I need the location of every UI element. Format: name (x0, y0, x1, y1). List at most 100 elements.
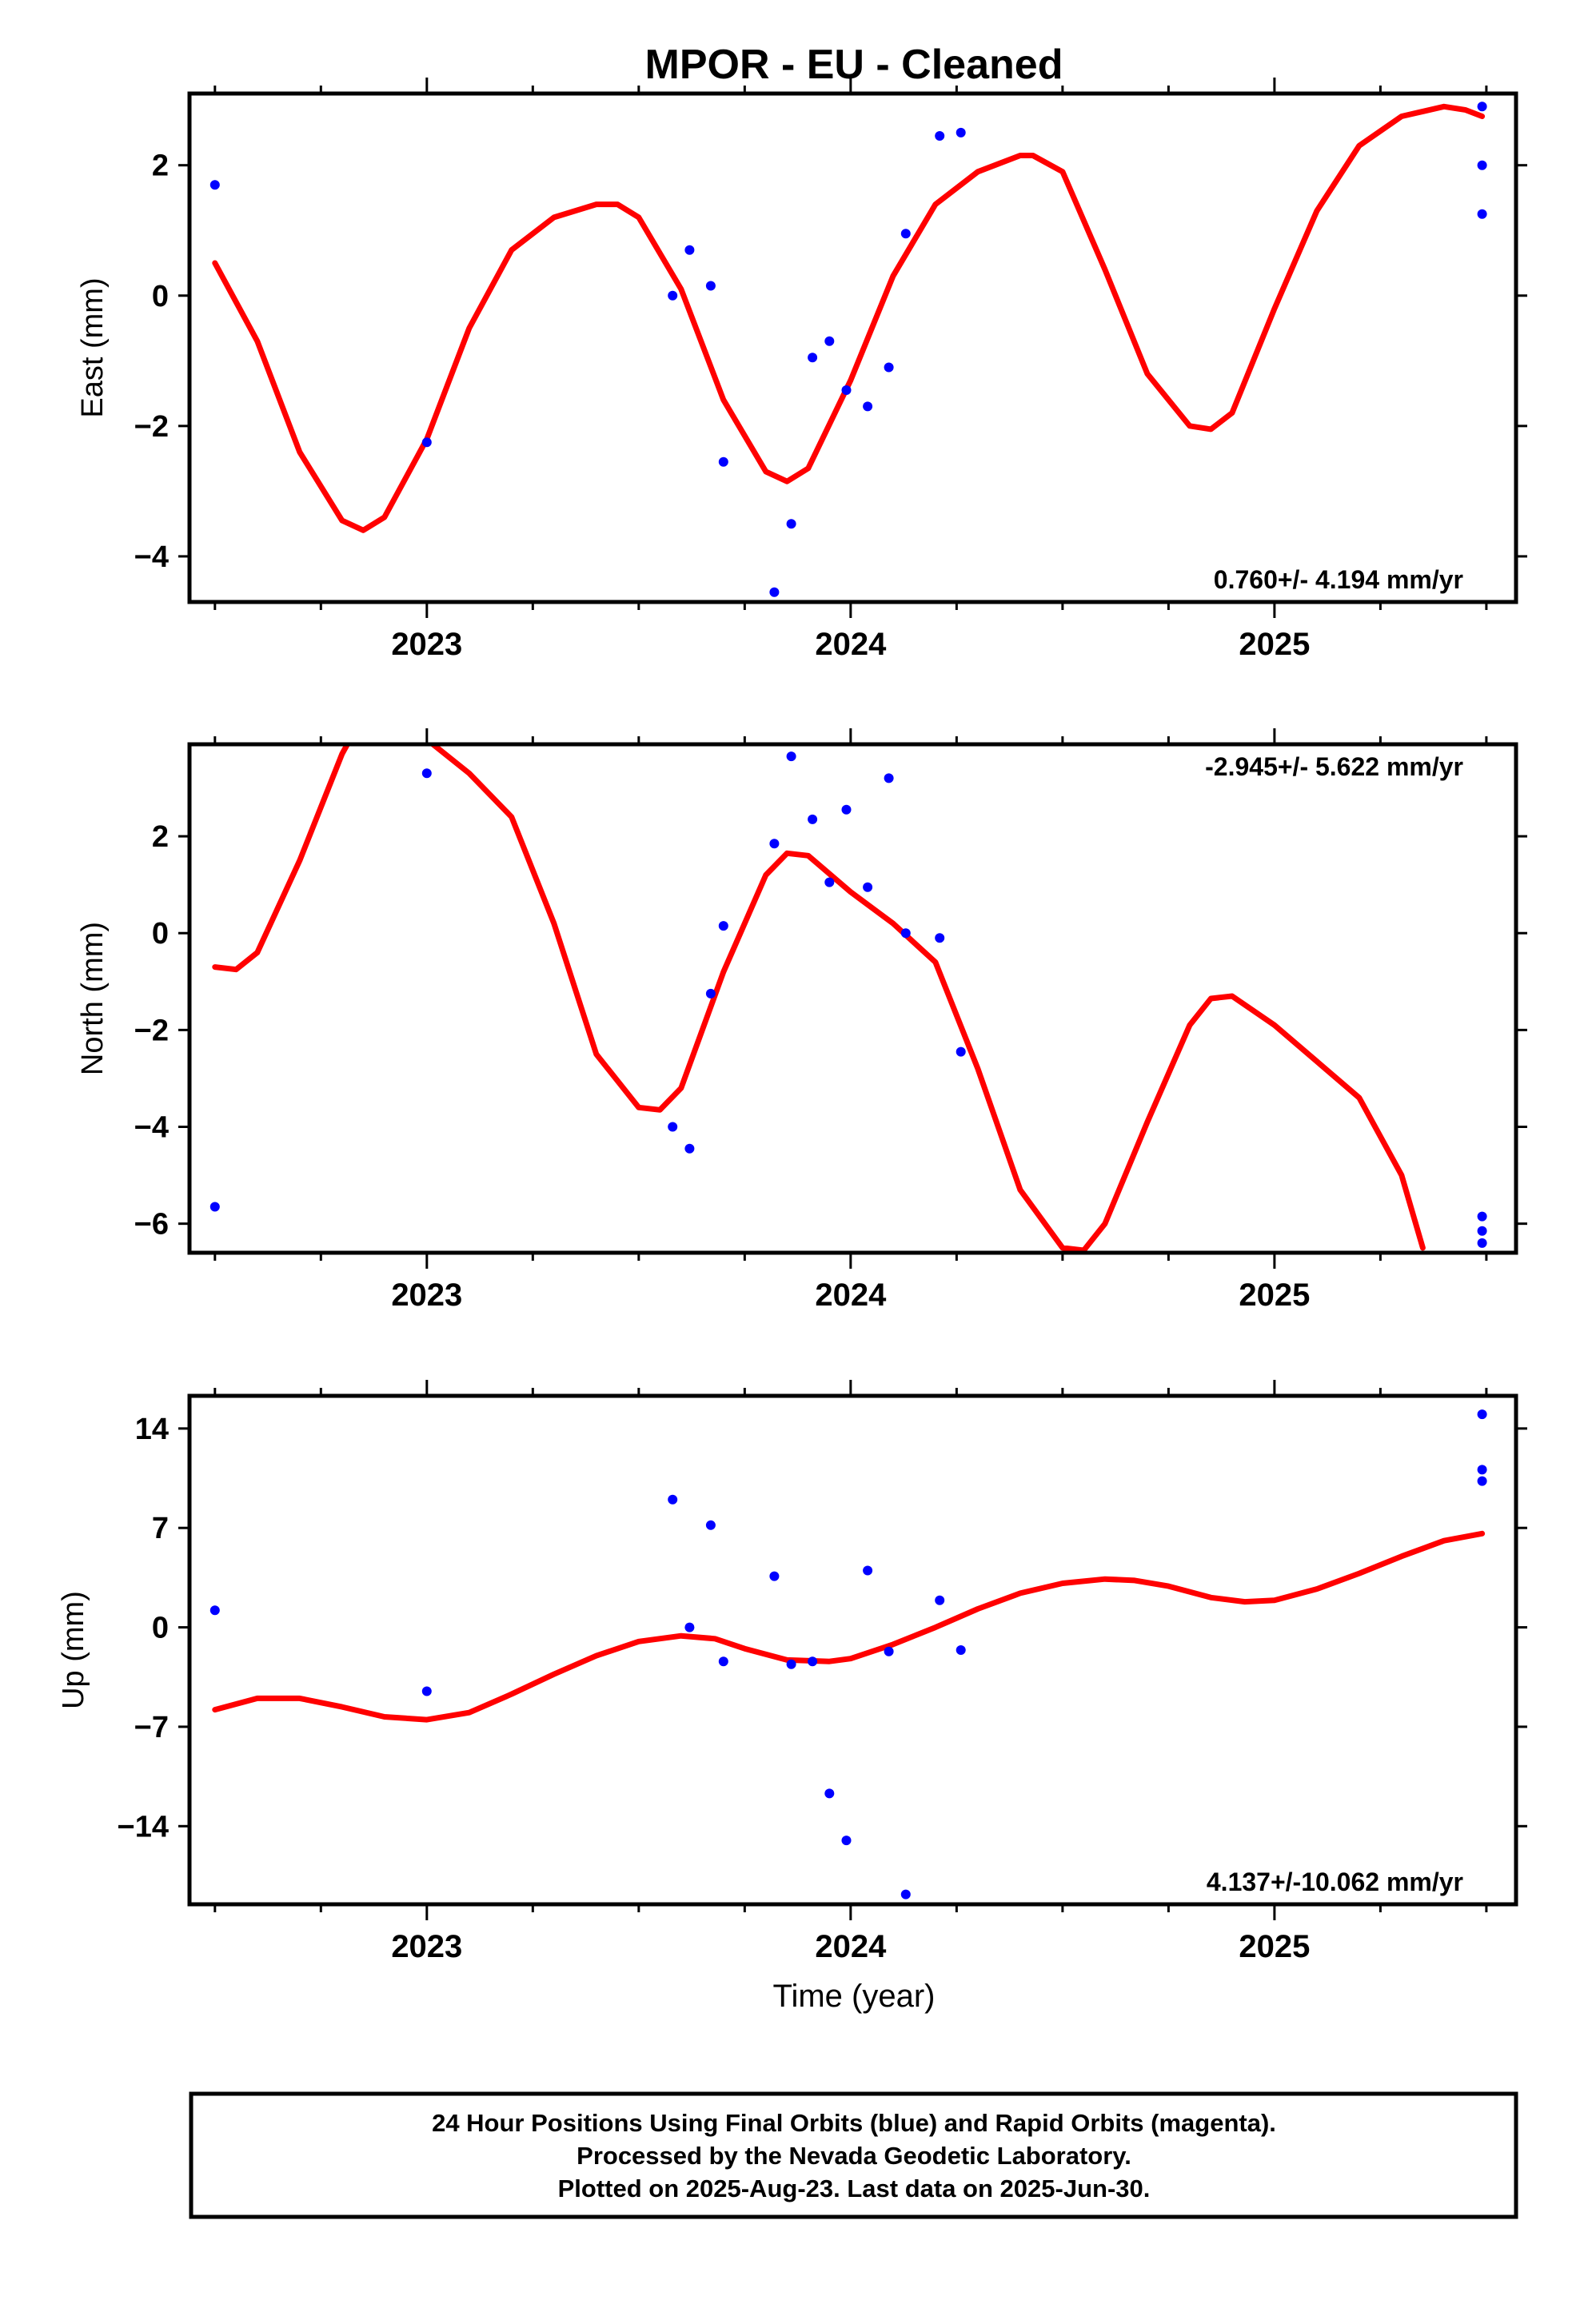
north-panel: −6 −4 −2 0 2 2023 2024 2025 North (mm) -2.945+/… (76, 728, 1527, 1313)
east-y-tick-label: −4 (134, 540, 169, 574)
up-data-point (863, 1565, 873, 1576)
up-y-tick-label: 7 (152, 1512, 169, 1545)
north-data-point (718, 921, 728, 931)
up-y-tick-label: −14 (118, 1810, 169, 1844)
up-x-tick-label: 2024 (815, 1929, 887, 1964)
up-data-point (935, 1595, 945, 1605)
east-data-point (808, 353, 818, 363)
up-y-tick-label: −7 (134, 1711, 169, 1744)
east-data-point (824, 336, 835, 346)
north-data-point (808, 814, 818, 824)
up-data-point (705, 1520, 716, 1530)
north-data-point (935, 933, 945, 943)
north-rate-label: -2.945+/- 5.622 mm/yr (1205, 752, 1463, 781)
north-y-tick-label: −2 (134, 1014, 169, 1047)
up-x-tick-label: 2023 (391, 1929, 462, 1964)
up-data-point (209, 1605, 220, 1616)
east-data-point (718, 456, 728, 467)
north-y-tick-label: 2 (152, 820, 169, 854)
up-rate-label: 4.137+/-10.062 mm/yr (1207, 1868, 1463, 1896)
east-data-point (421, 437, 432, 448)
up-x-tick-label: 2025 (1239, 1929, 1310, 1964)
north-data-point (1477, 1226, 1487, 1236)
up-y-axis-label: Up (mm) (57, 1591, 90, 1709)
up-data-point (668, 1494, 678, 1505)
east-rate-label: 0.760+/- 4.194 mm/yr (1214, 565, 1463, 594)
footer-line-2: Processed by the Nevada Geodetic Laborat… (577, 2142, 1131, 2170)
up-data-point (1477, 1409, 1487, 1420)
north-data-point (1477, 1211, 1487, 1222)
north-data-point (769, 839, 780, 849)
up-data-point (786, 1659, 796, 1669)
north-data-point (841, 804, 852, 815)
north-data-point (668, 1122, 678, 1132)
north-data-point (421, 768, 432, 779)
north-y-axis-label: North (mm) (76, 922, 110, 1075)
up-data-point (824, 1788, 835, 1799)
east-frame (187, 91, 1518, 604)
east-y-axis-label: East (mm) (76, 277, 110, 417)
east-y-tick-label: −2 (134, 410, 169, 444)
up-model-curve (212, 1530, 1486, 1723)
up-frame (187, 1393, 1518, 1907)
east-x-tick-label: 2025 (1239, 627, 1310, 662)
up-data-point (1477, 1476, 1487, 1486)
east-x-tick-label: 2024 (815, 627, 887, 662)
east-data-point (935, 131, 945, 141)
north-data-point (684, 1143, 695, 1154)
east-panel: −4 −2 0 2 2023 2024 2025 East (mm) 0.760+/- 4.… (76, 78, 1527, 662)
east-y-tick-label: 0 (152, 280, 169, 313)
east-data-point (209, 180, 220, 190)
east-plot-area (209, 102, 1487, 597)
east-data-point (1477, 160, 1487, 170)
north-data-point (705, 988, 716, 999)
east-data-point (786, 519, 796, 529)
north-data-point (786, 751, 796, 762)
north-y-tick-label: −4 (134, 1111, 169, 1145)
up-plot-area (209, 1409, 1487, 1899)
east-data-point (863, 401, 873, 412)
footer-line-3: Plotted on 2025-Aug-23. Last data on 202… (558, 2175, 1151, 2202)
east-data-point (884, 362, 894, 373)
north-data-point (1477, 1238, 1487, 1248)
up-data-point (808, 1656, 818, 1667)
east-data-point (684, 245, 695, 255)
up-axes: −14 −7 0 7 14 2023 2024 2025 (118, 1380, 1527, 1964)
east-data-point (841, 385, 852, 395)
north-y-tick-label: −6 (134, 1208, 169, 1242)
up-y-tick-label: 14 (135, 1413, 169, 1446)
x-axis-label: Time (year) (773, 1979, 936, 2014)
north-data-point (900, 928, 911, 939)
up-data-point (421, 1686, 432, 1696)
up-data-point (841, 1836, 852, 1846)
up-data-point (769, 1571, 780, 1581)
up-data-point (900, 1889, 911, 1899)
north-plot-area (209, 744, 1487, 1253)
north-y-tick-label: 0 (152, 917, 169, 951)
east-data-point (705, 281, 716, 291)
east-data-point (769, 587, 780, 597)
north-data-point (884, 773, 894, 783)
east-data-point (1477, 102, 1487, 112)
north-data-point (863, 882, 873, 892)
north-frame (187, 742, 1518, 1255)
east-data-point (668, 290, 678, 301)
east-model-curve (212, 103, 1486, 533)
up-data-point (1477, 1465, 1487, 1475)
up-panel: −14 −7 0 7 14 2023 2024 2025 Up (mm) 4.137+/-10… (57, 1380, 1527, 1964)
north-x-tick-label: 2024 (815, 1278, 887, 1313)
north-axes: −6 −4 −2 0 2 2023 2024 2025 (134, 728, 1527, 1313)
north-x-tick-label: 2025 (1239, 1278, 1310, 1313)
north-data-point (956, 1046, 966, 1057)
east-y-tick-label: 2 (152, 149, 169, 183)
up-y-tick-label: 0 (152, 1612, 169, 1645)
footer-box: 24 Hour Positions Using Final Orbits (bl… (189, 2091, 1518, 2219)
up-data-point (956, 1645, 966, 1655)
east-data-point (1477, 209, 1487, 219)
east-data-point (900, 229, 911, 239)
north-data-point (209, 1202, 220, 1212)
chart-title: MPOR - EU - Cleaned (645, 42, 1063, 88)
east-axes: −4 −2 0 2 2023 2024 2025 (134, 78, 1527, 662)
